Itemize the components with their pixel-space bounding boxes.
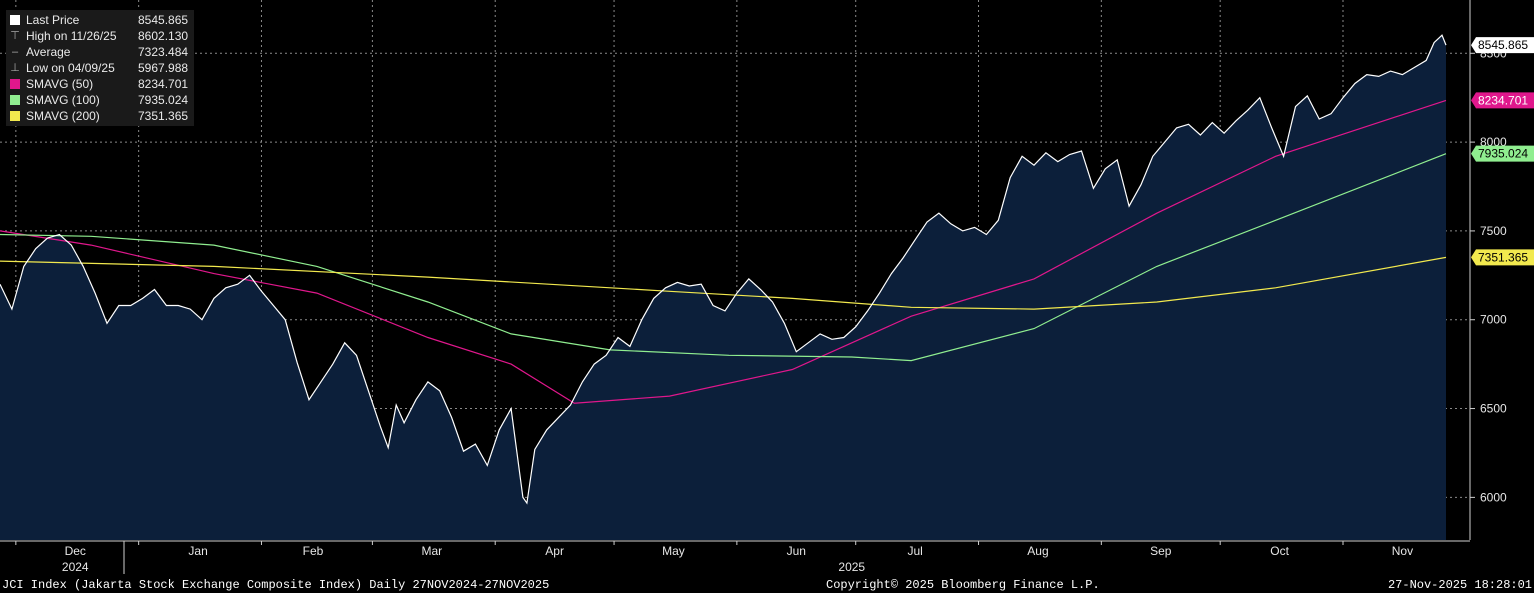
value-tag-bg — [1471, 249, 1534, 266]
smavg-50-swatch-icon — [10, 79, 20, 89]
value-tag: 7935.024 — [1471, 145, 1534, 162]
value-tag-bg — [1471, 92, 1534, 109]
x-tick-label: Apr — [545, 544, 564, 558]
value-tag-bg — [1471, 145, 1534, 162]
legend-label: SMAVG (200) — [26, 109, 100, 123]
copyright-notice: Copyright© 2025 Bloomberg Finance L.P. — [826, 578, 1100, 592]
legend-value: 8545.865 — [138, 13, 189, 27]
value-tag-label: 7351.365 — [1478, 250, 1528, 264]
last-price-swatch-icon — [10, 15, 20, 25]
chart-series — [0, 34, 1447, 540]
value-tag-label: 7935.024 — [1478, 147, 1528, 161]
legend-label: SMAVG (50) — [26, 77, 94, 91]
legend-item-last-price: Last Price 8545.865 — [10, 12, 188, 28]
y-tick-label: 6000 — [1480, 490, 1507, 504]
value-tag: 7351.365 — [1471, 249, 1534, 266]
y-tick-label: 7000 — [1480, 313, 1507, 327]
x-tick-label: Jul — [907, 544, 922, 558]
series-line-last-price — [0, 34, 1447, 505]
legend-value: 7351.365 — [138, 109, 189, 123]
legend-item-high: ⊤ High on 11/26/25 8602.130 — [10, 28, 188, 44]
value-tag: 8234.701 — [1471, 92, 1534, 109]
value-tag: 8545.865 — [1471, 37, 1534, 54]
series-line-smavg-200 — [0, 256, 1447, 310]
legend-value: 7323.484 — [138, 45, 189, 59]
smavg-100-swatch-icon — [10, 95, 20, 105]
legend-item-average: – Average 7323.484 — [10, 44, 188, 60]
y-tick-label: 7500 — [1480, 224, 1507, 238]
legend-label: Low on 04/09/25 — [26, 61, 115, 75]
legend-label: SMAVG (100) — [26, 93, 100, 107]
chart-title: JCI Index (Jakarta Stock Exchange Compos… — [2, 578, 550, 592]
smavg-200-swatch-icon — [10, 111, 20, 121]
legend-value: 7935.024 — [138, 93, 189, 107]
series-line-smavg-100 — [0, 153, 1447, 362]
x-tick-label: Jan — [188, 544, 207, 558]
legend-item-smavg-200: SMAVG (200) 7351.365 — [10, 108, 188, 124]
x-tick-label: Oct — [1270, 544, 1289, 558]
value-tag-label: 8234.701 — [1478, 93, 1528, 107]
legend-value: 8234.701 — [138, 77, 189, 91]
timestamp: 27-Nov-2025 18:28:01 — [1387, 578, 1532, 592]
x-year-label: 2025 — [838, 560, 865, 574]
legend-value: 5967.988 — [138, 61, 189, 75]
last-price-area — [0, 35, 1446, 540]
legend-item-smavg-50: SMAVG (50) 8234.701 — [10, 76, 188, 92]
chart-axes: 6000650070007500800085008545.8658234.701… — [0, 0, 1534, 574]
x-tick-label: Aug — [1027, 544, 1048, 558]
low-marker-icon: ⊥ — [10, 62, 20, 74]
legend-label: High on 11/26/25 — [26, 29, 117, 43]
y-tick-label: 8000 — [1480, 135, 1507, 149]
legend-label: Average — [26, 45, 71, 59]
average-marker-icon: – — [11, 46, 19, 58]
chart-legend: Last Price 8545.865 ⊤ High on 11/26/25 8… — [6, 10, 195, 126]
series-line-smavg-50 — [0, 99, 1447, 404]
value-tag-bg — [1471, 37, 1534, 54]
legend-item-low: ⊥ Low on 04/09/25 5967.988 — [10, 60, 188, 76]
legend-label: Last Price — [26, 13, 80, 27]
x-tick-label: Sep — [1150, 544, 1172, 558]
x-tick-label: Mar — [421, 544, 442, 558]
x-tick-label: Nov — [1392, 544, 1413, 558]
x-tick-label: Feb — [303, 544, 324, 558]
y-tick-label: 6500 — [1480, 402, 1507, 416]
x-year-label: 2024 — [62, 560, 89, 574]
high-marker-icon: ⊤ — [10, 30, 20, 42]
legend-item-smavg-100: SMAVG (100) 7935.024 — [10, 92, 188, 108]
x-tick-label: May — [662, 544, 685, 558]
value-tag-label: 8545.865 — [1478, 38, 1528, 52]
x-tick-label: Jun — [787, 544, 806, 558]
x-tick-label: Dec — [65, 544, 86, 558]
legend-value: 8602.130 — [138, 29, 189, 43]
